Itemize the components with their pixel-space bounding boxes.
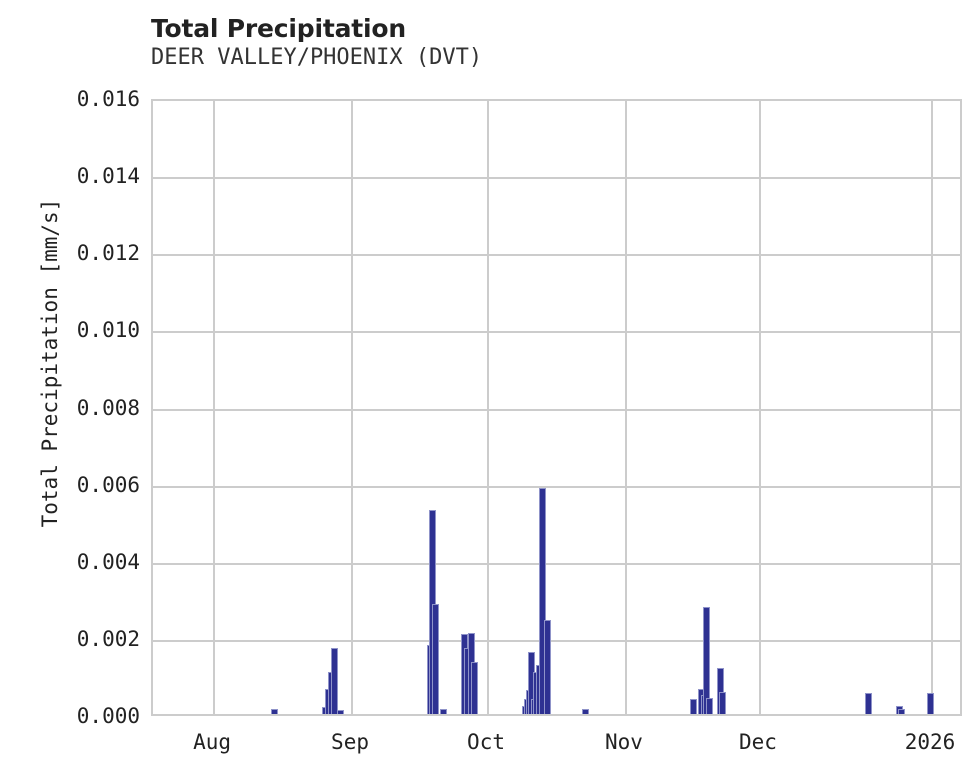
y-axis-label-text: Total Precipitation [mm/s] xyxy=(38,198,62,528)
gridline-vertical xyxy=(487,101,490,714)
y-axis-label: Total Precipitation [mm/s] xyxy=(38,53,68,673)
gridline-horizontal xyxy=(153,639,960,642)
gridline-vertical xyxy=(624,101,627,714)
bars-layer xyxy=(153,101,960,714)
plot-area xyxy=(151,99,962,716)
chart-header: Total Precipitation DEER VALLEY/PHOENIX … xyxy=(151,14,851,72)
bar xyxy=(703,607,711,714)
bar xyxy=(897,708,905,714)
bar xyxy=(432,604,440,714)
gridline-vertical xyxy=(351,101,354,714)
bar xyxy=(719,691,727,714)
gridline-horizontal xyxy=(153,408,960,411)
x-axis-tick-label: 2026 xyxy=(904,730,956,754)
gridline-horizontal xyxy=(153,254,960,257)
bar xyxy=(864,692,872,714)
y-axis-tick-label: 0.016 xyxy=(76,87,140,111)
x-axis-tick-label: Nov xyxy=(605,730,643,754)
y-axis-tick-label: 0.012 xyxy=(76,241,140,266)
y-axis-tick-label: 0.000 xyxy=(76,704,140,728)
gridline-vertical xyxy=(213,101,216,714)
bar xyxy=(337,710,345,714)
grid-layer xyxy=(153,101,960,714)
gridline-vertical xyxy=(931,101,934,714)
bar xyxy=(539,488,547,714)
chart-subtitle: DEER VALLEY/PHOENIX (DVT) xyxy=(151,45,483,70)
bar xyxy=(544,619,552,714)
y-axis-tick-label: 0.008 xyxy=(76,395,140,420)
y-axis-tick-label: 0.006 xyxy=(76,472,140,497)
x-axis-tick-labels: Aug Sep Oct Nov Dec 2026 xyxy=(151,730,962,770)
bar xyxy=(439,709,447,714)
bar xyxy=(270,709,278,714)
bar xyxy=(330,648,338,714)
bar xyxy=(926,692,934,714)
x-axis-tick-label: Sep xyxy=(331,730,369,754)
x-axis-tick-label: Aug xyxy=(193,730,232,754)
gridline-horizontal xyxy=(153,177,960,180)
chart-title: Total Precipitation xyxy=(151,14,406,43)
bar xyxy=(582,709,590,714)
gridline-horizontal xyxy=(153,562,960,565)
x-axis-tick-label: Dec xyxy=(738,730,777,754)
gridline-vertical xyxy=(758,101,761,714)
x-axis-tick-label: Oct xyxy=(467,730,505,754)
bar xyxy=(690,699,698,714)
bar xyxy=(471,661,479,714)
bar xyxy=(706,697,714,714)
y-axis-tick-label: 0.010 xyxy=(76,318,140,343)
gridline-horizontal xyxy=(153,485,960,488)
y-axis-tick-label: 0.002 xyxy=(76,626,140,651)
bar xyxy=(717,667,725,714)
y-axis-tick-label: 0.014 xyxy=(76,164,140,189)
y-axis-tick-labels: 0.000 0.002 0.004 0.006 0.008 0.010 0.012 0.014… xyxy=(0,0,140,780)
gridline-horizontal xyxy=(153,331,960,334)
y-axis-tick-label: 0.004 xyxy=(76,549,140,574)
